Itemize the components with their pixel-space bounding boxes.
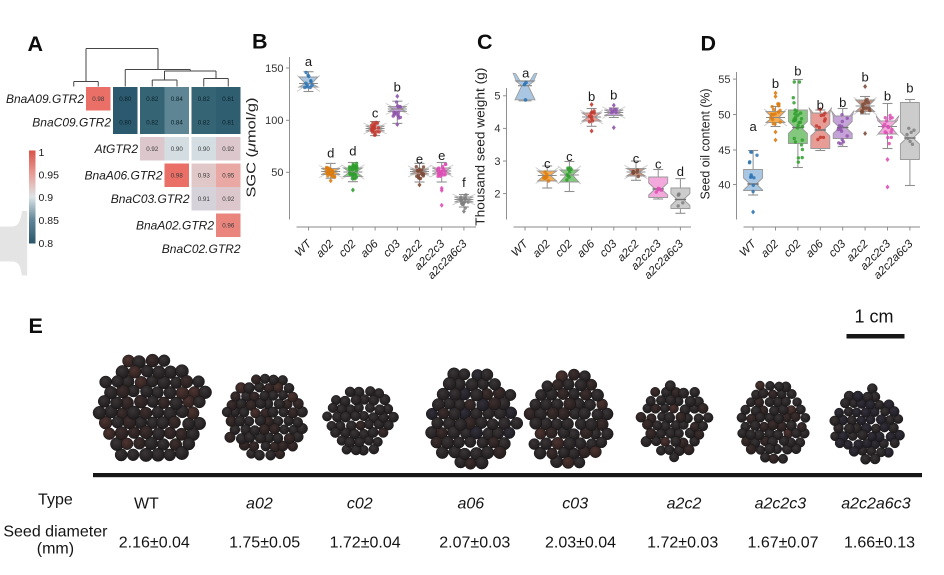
svg-text:B: B xyxy=(252,30,268,54)
svg-text:d: d xyxy=(327,145,334,160)
svg-text:A: A xyxy=(28,32,44,56)
svg-text:0.90: 0.90 xyxy=(171,146,184,153)
svg-text:BnaC09.GTR2: BnaC09.GTR2 xyxy=(32,115,111,129)
svg-text:Type: Type xyxy=(38,492,73,509)
svg-text:AtGTR2: AtGTR2 xyxy=(94,142,139,156)
svg-text:2.03±0.04: 2.03±0.04 xyxy=(545,535,616,552)
svg-text:0.82: 0.82 xyxy=(198,96,211,103)
svg-text:0.81: 0.81 xyxy=(222,96,235,103)
svg-text:c: c xyxy=(566,149,573,164)
svg-text:0.82: 0.82 xyxy=(146,96,159,103)
svg-text:55: 55 xyxy=(718,74,730,86)
svg-text:0.93: 0.93 xyxy=(198,173,211,180)
svg-text:e: e xyxy=(438,148,445,163)
svg-text:0.98: 0.98 xyxy=(92,96,105,103)
svg-text:1 cm: 1 cm xyxy=(854,307,893,327)
svg-text:WT: WT xyxy=(134,496,159,513)
svg-text:40: 40 xyxy=(718,179,730,191)
svg-text:0.82: 0.82 xyxy=(146,120,159,127)
svg-text:0.81: 0.81 xyxy=(222,120,235,127)
svg-text:0.80: 0.80 xyxy=(119,120,132,127)
svg-text:45: 45 xyxy=(718,145,730,157)
svg-text:e: e xyxy=(416,152,423,167)
svg-text:2.07±0.03: 2.07±0.03 xyxy=(439,535,510,552)
svg-text:a2c2: a2c2 xyxy=(667,496,702,513)
svg-text:0.82: 0.82 xyxy=(198,120,211,127)
svg-text:0.92: 0.92 xyxy=(222,146,235,153)
svg-text:1: 1 xyxy=(39,147,45,159)
svg-text:b: b xyxy=(588,89,595,104)
svg-text:0.92: 0.92 xyxy=(146,146,159,153)
svg-text:0.91: 0.91 xyxy=(198,196,211,203)
svg-text:a: a xyxy=(749,119,757,134)
svg-text:1.75±0.05: 1.75±0.05 xyxy=(229,535,300,552)
svg-text:0.85: 0.85 xyxy=(39,215,60,227)
svg-text:b: b xyxy=(861,69,868,84)
svg-text:1.66±0.13: 1.66±0.13 xyxy=(844,535,915,552)
svg-text:Seed oil content (%): Seed oil content (%) xyxy=(699,89,713,200)
svg-text:Thousand seed weight (g): Thousand seed weight (g) xyxy=(474,68,488,226)
svg-text:a2c2c3: a2c2c3 xyxy=(755,496,807,513)
svg-text:1.72±0.03: 1.72±0.03 xyxy=(647,535,718,552)
svg-text:c: c xyxy=(655,156,662,171)
svg-text:BnaC03.GTR2: BnaC03.GTR2 xyxy=(111,192,190,206)
svg-text:1.72±0.04: 1.72±0.04 xyxy=(330,535,401,552)
svg-text:50: 50 xyxy=(718,109,730,121)
svg-text:0.96: 0.96 xyxy=(222,223,235,230)
svg-text:f: f xyxy=(462,175,466,190)
svg-text:b: b xyxy=(394,80,401,95)
svg-text:0.92: 0.92 xyxy=(222,196,235,203)
svg-text:b: b xyxy=(839,95,846,110)
svg-text:0.95: 0.95 xyxy=(222,173,235,180)
svg-text:BnaC02.GTR2: BnaC02.GTR2 xyxy=(162,242,241,256)
svg-text:100: 100 xyxy=(265,115,283,127)
svg-text:c: c xyxy=(633,151,640,166)
svg-text:BnaA06.GTR2: BnaA06.GTR2 xyxy=(84,168,162,182)
svg-text:a2c2a6c3: a2c2a6c3 xyxy=(841,496,910,513)
svg-text:C: C xyxy=(477,30,493,54)
svg-text:4: 4 xyxy=(494,123,500,135)
svg-text:c: c xyxy=(372,105,379,120)
svg-text:c: c xyxy=(544,156,551,171)
svg-text:0.80: 0.80 xyxy=(119,96,132,103)
svg-text:b: b xyxy=(794,64,801,79)
svg-text:2: 2 xyxy=(494,188,500,200)
svg-text:150: 150 xyxy=(265,63,283,75)
svg-text:0.9: 0.9 xyxy=(39,192,54,204)
svg-text:BnaA02.GTR2: BnaA02.GTR2 xyxy=(136,218,214,232)
svg-text:5: 5 xyxy=(494,91,500,103)
svg-text:0.90: 0.90 xyxy=(198,146,211,153)
svg-text:E: E xyxy=(29,314,43,338)
svg-text:b: b xyxy=(884,89,891,104)
svg-text:c02: c02 xyxy=(347,496,373,513)
svg-text:a06: a06 xyxy=(457,496,484,513)
svg-text:b: b xyxy=(817,97,824,112)
svg-text:0.8: 0.8 xyxy=(39,238,54,250)
svg-text:b: b xyxy=(610,88,617,103)
svg-text:SGC (μmol/g): SGC (μmol/g) xyxy=(244,98,258,198)
svg-text:1.67±0.07: 1.67±0.07 xyxy=(747,535,818,552)
svg-text:0.84: 0.84 xyxy=(171,120,184,127)
svg-text:50: 50 xyxy=(271,167,283,179)
svg-text:0.98: 0.98 xyxy=(171,173,184,180)
svg-text:a02: a02 xyxy=(246,496,273,513)
svg-text:a: a xyxy=(522,65,530,80)
svg-text:2.16±0.04: 2.16±0.04 xyxy=(119,535,190,552)
svg-text:d: d xyxy=(349,144,356,159)
svg-text:a: a xyxy=(305,54,313,69)
svg-text:Seed diameter: Seed diameter xyxy=(3,524,108,541)
svg-text:0.84: 0.84 xyxy=(171,96,184,103)
svg-text:BnaA09.GTR2: BnaA09.GTR2 xyxy=(6,92,84,106)
svg-text:b: b xyxy=(906,80,913,95)
svg-text:0.95: 0.95 xyxy=(39,170,60,182)
svg-text:D: D xyxy=(701,32,717,56)
svg-text:3: 3 xyxy=(494,156,500,168)
svg-text:b: b xyxy=(772,76,779,91)
svg-text:c03: c03 xyxy=(562,496,588,513)
svg-text:d: d xyxy=(677,164,684,179)
svg-text:(mm): (mm) xyxy=(37,541,74,558)
